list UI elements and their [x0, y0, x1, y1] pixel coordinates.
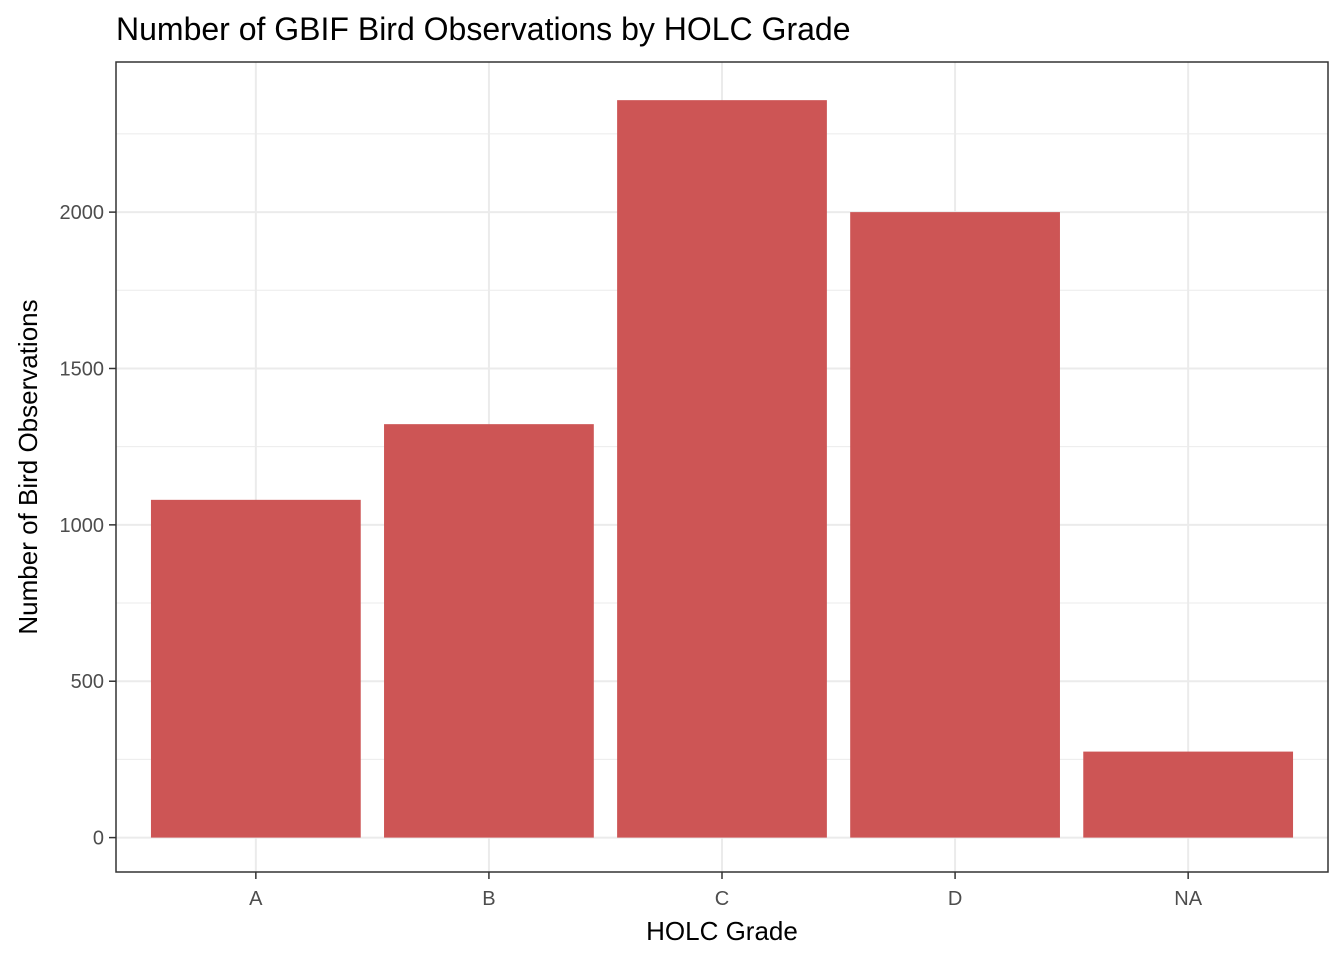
x-tick-label: NA [1174, 888, 1202, 910]
y-tick-label: 2000 [60, 202, 105, 224]
bars [150, 100, 1294, 838]
y-tick-label: 1500 [60, 358, 105, 380]
x-tick-label: C [715, 888, 729, 910]
y-tick-label: 500 [71, 671, 104, 693]
chart-title: Number of GBIF Bird Observations by HOLC… [116, 11, 850, 47]
x-tick-label: D [948, 888, 962, 910]
y-axis: 0 500 1000 1500 2000 [60, 202, 116, 850]
y-tick-label: 1000 [60, 515, 105, 537]
x-tick-label: A [249, 888, 263, 910]
y-axis-title: Number of Bird Observations [13, 299, 43, 634]
bar-d [850, 212, 1060, 838]
bar-a [150, 499, 361, 838]
bar-c [617, 100, 827, 838]
bar-b [384, 424, 594, 838]
bar-na [1083, 751, 1294, 838]
x-axis-title: HOLC Grade [646, 916, 798, 946]
y-tick-label: 0 [93, 828, 104, 850]
x-axis: A B C D NA [249, 872, 1203, 910]
x-tick-label: B [482, 888, 495, 910]
